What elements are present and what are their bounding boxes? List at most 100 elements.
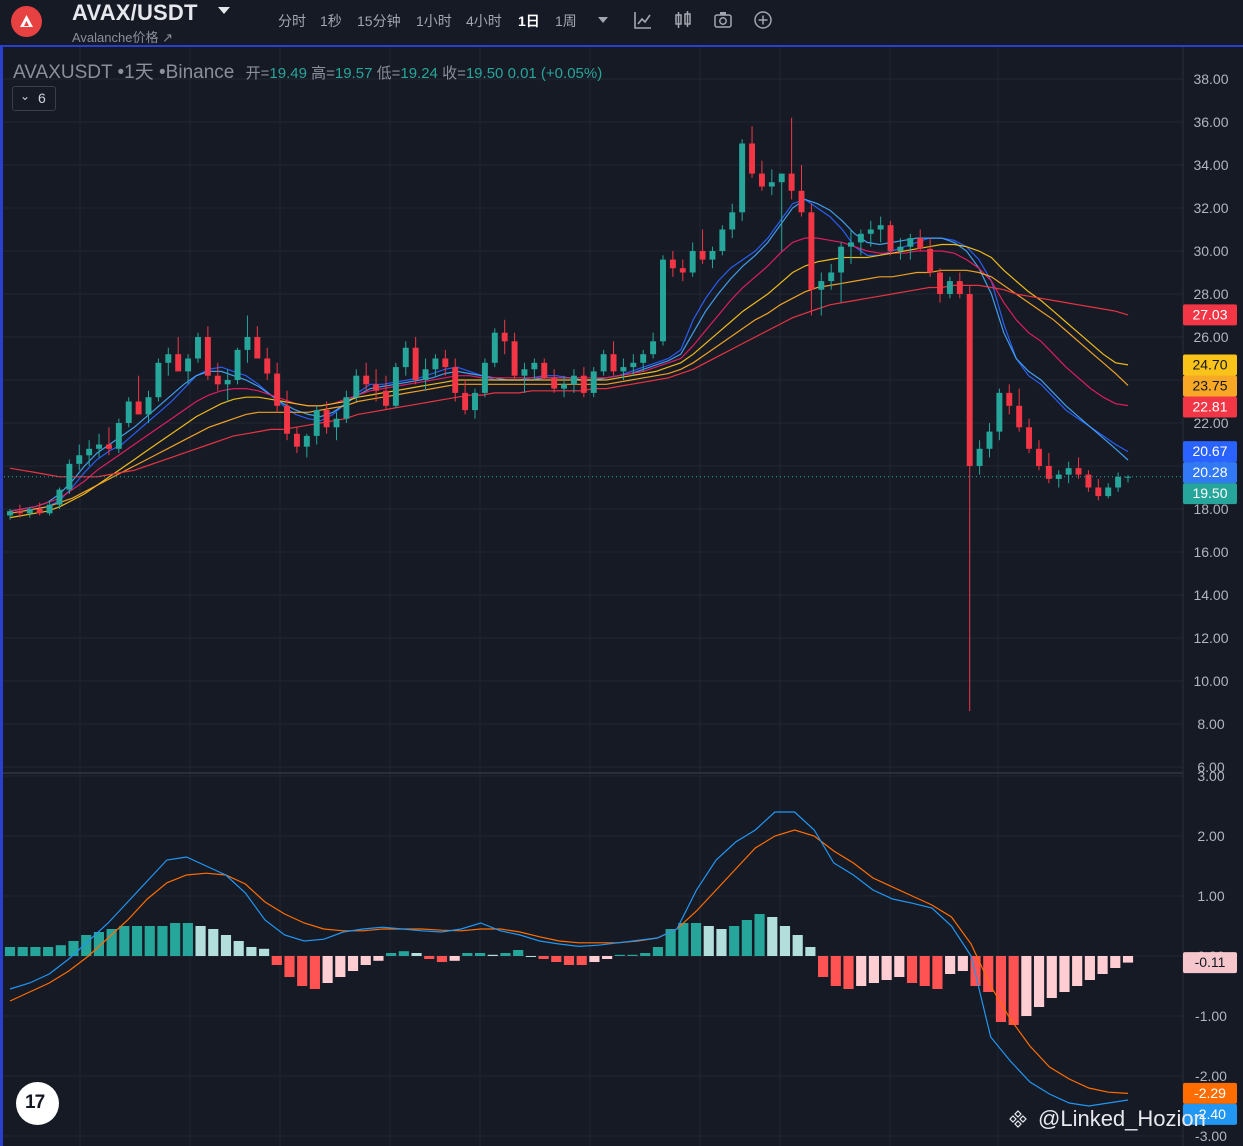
macd-histogram-bar (208, 929, 219, 956)
macd-histogram-bar (856, 956, 867, 986)
candle-body (66, 463, 73, 490)
candle-body (96, 444, 103, 449)
legend-high-label: 高= (311, 65, 335, 82)
price-tag-label: 22.81 (1192, 398, 1227, 414)
candle-body (165, 354, 172, 363)
candle-body (630, 362, 637, 368)
candle-body (432, 358, 439, 370)
candle-body (284, 405, 290, 434)
macd-histogram-bar (373, 956, 384, 961)
price-axis-tick: 26.00 (1193, 329, 1228, 345)
macd-histogram-bar (513, 950, 524, 956)
candle-body (125, 401, 132, 423)
macd-histogram-bar (309, 956, 320, 989)
macd-histogram-bar (271, 956, 282, 965)
macd-histogram-bar (614, 954, 625, 956)
timeframe-1d[interactable]: 1日 (518, 13, 540, 29)
candle-body (234, 349, 241, 380)
macd-signal-line (9, 829, 1129, 1094)
price-axis-tick: 30.00 (1193, 243, 1228, 259)
candle-body (1065, 468, 1072, 475)
candle-body (561, 384, 568, 389)
timeframe-4h[interactable]: 4小时 (466, 13, 502, 29)
symbol-dropdown-icon[interactable] (218, 7, 230, 14)
timeframe-1h[interactable]: 1小时 (416, 13, 452, 29)
chart-frame-top-border (0, 45, 1243, 47)
price-axis-tick: 6.00 (1197, 759, 1224, 775)
macd-histogram-bar (665, 929, 676, 956)
price-axis-tick: 38.00 (1193, 71, 1228, 87)
price-tag-label: 24.70 (1192, 356, 1227, 372)
macd-histogram-bar (983, 956, 994, 992)
price-axis-tick: 34.00 (1193, 157, 1228, 173)
price-axis: 38.0036.0034.0032.0030.0028.0026.0024.00… (1184, 47, 1243, 1146)
macd-histogram-bar (1046, 956, 1057, 998)
timeframe-tick[interactable]: 分时 (278, 13, 306, 29)
chart-type-icon[interactable] (673, 10, 693, 30)
candle-body (669, 259, 676, 269)
price-axis-tick: 18.00 (1193, 501, 1228, 517)
symbol-title[interactable]: AVAX/USDT (72, 0, 198, 25)
candle-body (36, 509, 43, 514)
timeframe-1w[interactable]: 1周 (555, 13, 577, 29)
more-dropdown-icon[interactable] (597, 15, 609, 25)
candle-body (185, 358, 192, 372)
price-tag-label: 19.50 (1192, 485, 1227, 501)
candle-body (323, 410, 330, 428)
macd-histogram-bar (932, 956, 943, 989)
timeframe-1s[interactable]: 1秒 (320, 13, 342, 29)
macd-histogram-bar (576, 956, 587, 965)
macd-histogram-bar (729, 926, 740, 956)
price-axis-tick: 16.00 (1193, 544, 1228, 560)
candle-body (264, 358, 271, 374)
symbol-legend: AVAXUSDT •1天 •Binance 开=19.49 高=19.57 低=… (13, 57, 602, 84)
timeframe-15m[interactable]: 15分钟 (357, 13, 401, 29)
candle-body (145, 397, 152, 415)
macd-histogram-bar (779, 926, 791, 956)
legend-open-label: 开= (245, 65, 270, 82)
macd-histogram-bar (398, 951, 409, 956)
candle-body (373, 384, 380, 391)
price-tag-label: 20.67 (1192, 443, 1227, 459)
macd-histogram-bar (919, 956, 930, 986)
candle-body (422, 369, 429, 380)
candle-body (758, 173, 765, 187)
candle-body (867, 229, 874, 234)
macd-histogram-bar (995, 956, 1007, 1022)
candle-body (214, 375, 221, 385)
candle-body (986, 431, 993, 449)
price-tag-label: 27.03 (1192, 306, 1227, 322)
macd-histogram-bar (1110, 956, 1121, 968)
macd-axis-tick: 3.00 (1197, 768, 1224, 784)
price-axis-tick: 32.00 (1193, 200, 1228, 216)
macd-axis-tick: -3.00 (1195, 1128, 1227, 1144)
macd-histogram-bar (627, 954, 638, 956)
candle-body (660, 259, 666, 342)
macd-histogram-bar (170, 923, 181, 956)
candle-body (204, 337, 211, 376)
macd-histogram-bar (424, 956, 435, 959)
macd-histogram-bar (436, 956, 448, 962)
price-axis-tick: 36.00 (1193, 114, 1228, 130)
indicators-collapse-button[interactable]: ⌄ 6 (12, 86, 56, 111)
candle-body (333, 418, 340, 428)
candle-body (353, 375, 360, 398)
candle-body (56, 489, 63, 505)
macd-histogram-bar (690, 923, 702, 956)
price-tag-label: 23.75 (1192, 377, 1227, 393)
candlesticks (7, 117, 1131, 712)
macd-histogram-bar (843, 956, 854, 989)
candle-body (897, 246, 904, 251)
macd-histogram-bar (1059, 956, 1070, 992)
tradingview-logo[interactable]: 17 (16, 1082, 59, 1125)
indicators-icon[interactable] (633, 10, 653, 30)
macd-histogram-bar (360, 956, 371, 965)
candle-body (442, 358, 449, 368)
candle-body (115, 423, 122, 449)
screenshot-icon[interactable] (713, 10, 733, 30)
price-axis-tick: 28.00 (1193, 286, 1228, 302)
macd-histogram-bar (449, 956, 460, 961)
add-icon[interactable] (753, 10, 773, 30)
symbol-subtitle-link[interactable]: Avalanche价格 ↗ (72, 30, 173, 45)
